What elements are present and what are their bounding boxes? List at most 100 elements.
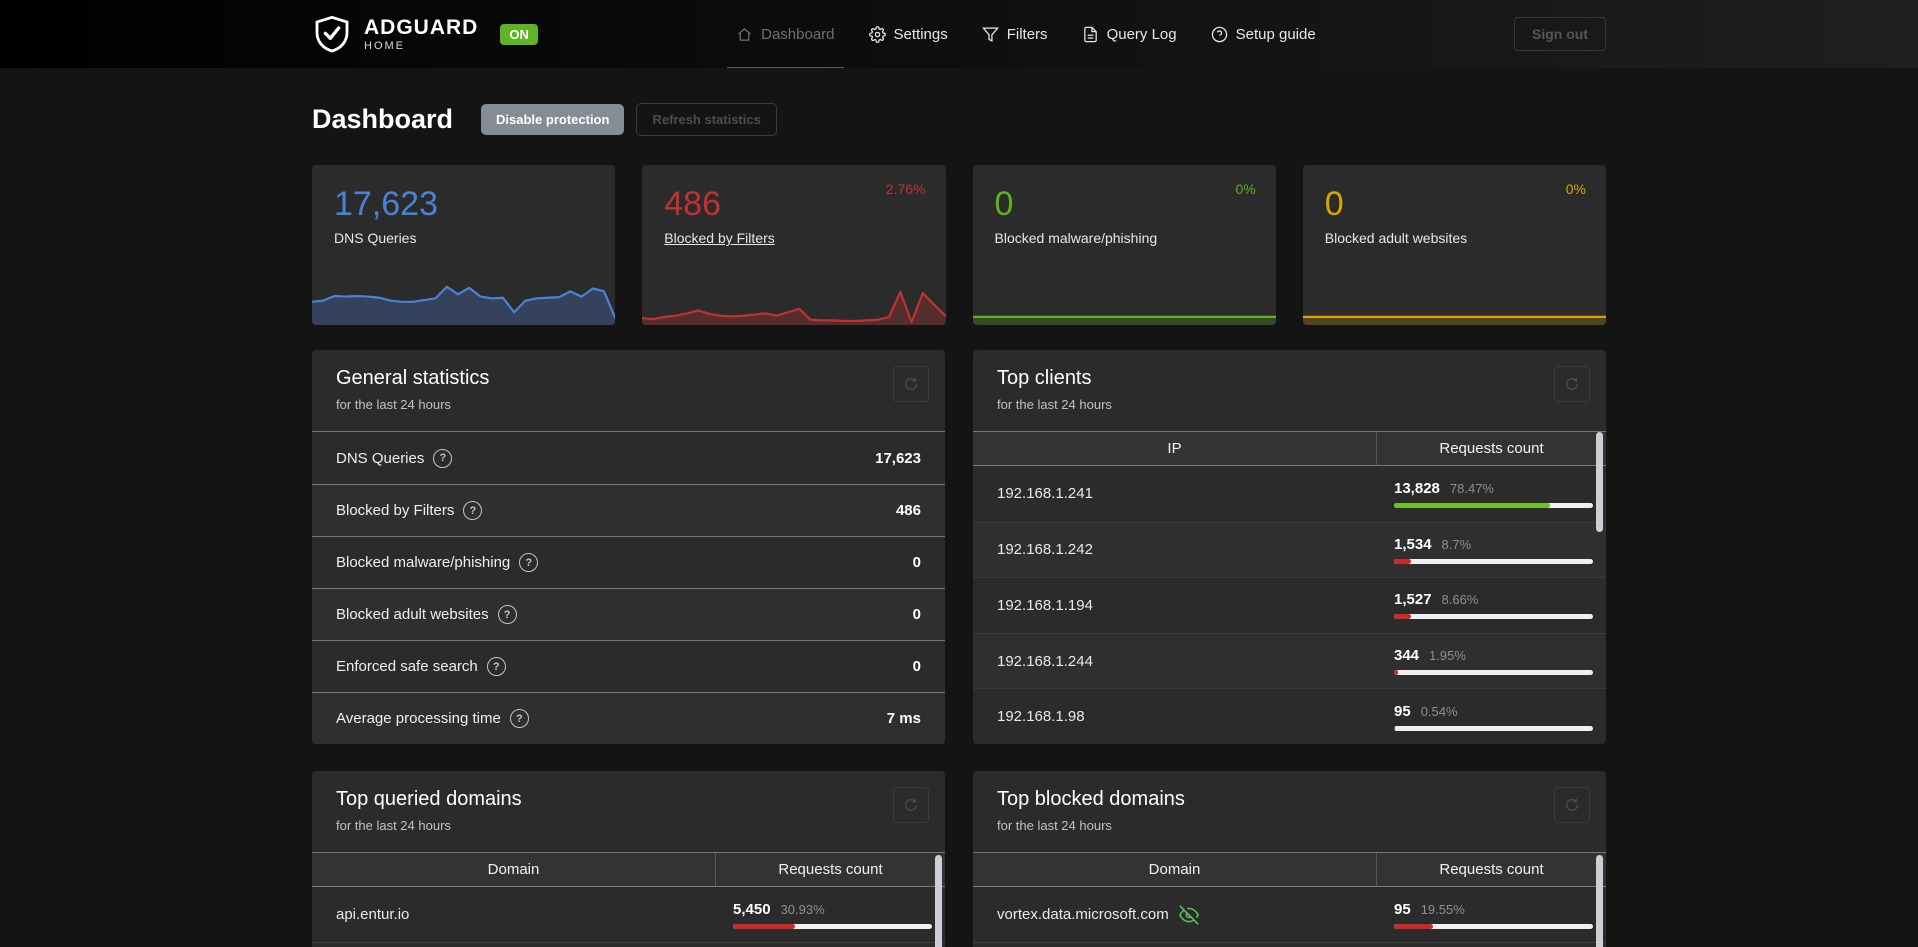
progress-bar	[1394, 614, 1593, 620]
panel-subtitle: for the last 24 hours	[336, 818, 451, 833]
column-header-ip: IP	[1167, 440, 1182, 457]
stat-row-value: 0	[912, 606, 921, 623]
nav-label: Setup guide	[1235, 25, 1316, 43]
dns-queries-sparkline	[312, 267, 616, 325]
refresh-button[interactable]	[893, 787, 929, 823]
progress-bar	[733, 923, 932, 929]
refresh-icon	[905, 377, 917, 390]
help-tooltip-icon[interactable]: ?	[463, 501, 483, 520]
middle-panels-row: General statistics for the last 24 hours…	[312, 350, 1606, 744]
stat-row-dns-queries: DNS Queries? 17,623	[312, 432, 945, 484]
panel-header: General statistics for the last 24 hours	[312, 350, 945, 432]
table-row[interactable]: api.entur.io 5,450 30.93%	[312, 887, 945, 943]
brand: ADGUARD HOME ON	[312, 12, 538, 56]
stat-card-dns-queries: 17,623 DNS Queries	[312, 165, 616, 325]
stat-value: 0	[994, 185, 1014, 223]
request-percent: 8.7%	[1441, 536, 1472, 552]
table-row[interactable]: 192.168.1.98 95 0.54%	[973, 688, 1606, 744]
refresh-button[interactable]	[1554, 787, 1590, 823]
column-header-domain: Domain	[1148, 861, 1201, 878]
panel-header: Top clients for the last 24 hours	[973, 350, 1606, 432]
nav-item-filters[interactable]: Filters	[965, 0, 1065, 68]
stat-row-blocked-adult: Blocked adult websites? 0	[312, 588, 945, 640]
request-count: 344	[1394, 647, 1420, 665]
refresh-icon	[1566, 377, 1578, 390]
column-header-requests: Requests count	[715, 853, 945, 886]
blocked-adult-sparkline	[1302, 267, 1606, 325]
gear-icon	[868, 25, 886, 43]
blocked-filters-sparkline	[642, 267, 946, 325]
stat-value: 486	[664, 185, 721, 223]
refresh-statistics-button[interactable]: Refresh statistics	[636, 102, 777, 136]
panel-header: Top blocked domains for the last 24 hour…	[973, 771, 1606, 853]
help-tooltip-icon[interactable]: ?	[519, 553, 539, 572]
nav-item-settings[interactable]: Settings	[852, 0, 965, 68]
blocked-by-filters-link[interactable]: Blocked by Filters	[664, 230, 775, 247]
panel-scrollbar[interactable]	[1596, 432, 1603, 532]
refresh-button[interactable]	[1554, 366, 1590, 402]
top-blocked-table: vortex.data.microsoft.com 95 19.55%	[973, 887, 1606, 943]
client-ip[interactable]: 192.168.1.241	[997, 485, 1093, 503]
bottom-panels-row: Top queried domains for the last 24 hour…	[312, 771, 1606, 947]
table-row[interactable]: 192.168.1.242 1,534 8.7%	[973, 521, 1606, 578]
refresh-button[interactable]	[893, 366, 929, 402]
top-clients-table: 192.168.1.241 13,828 78.47% 192.168.1.242…	[973, 466, 1606, 744]
client-ip[interactable]: 192.168.1.242	[997, 541, 1093, 559]
refresh-icon	[905, 798, 917, 811]
protection-status-badge: ON	[500, 23, 538, 45]
panel-title: General statistics	[336, 367, 490, 389]
progress-bar	[1394, 558, 1593, 564]
stat-row-label: Enforced safe search	[336, 658, 478, 675]
column-header-requests: Requests count	[1376, 432, 1606, 465]
stat-percent: 2.76%	[885, 181, 926, 197]
stat-label: Blocked adult websites	[1324, 230, 1468, 247]
nav-label: Filters	[1006, 25, 1048, 43]
general-statistics-panel: General statistics for the last 24 hours…	[312, 350, 945, 744]
table-row[interactable]: 192.168.1.194 1,527 8.66%	[973, 577, 1606, 633]
eye-off-icon[interactable]	[1178, 904, 1199, 925]
stat-row-label: DNS Queries	[336, 449, 425, 467]
top-queried-table: api.entur.io 5,450 30.93%	[312, 887, 945, 943]
panel-scrollbar[interactable]	[935, 855, 942, 947]
sign-out-button[interactable]: Sign out	[1514, 17, 1606, 51]
request-percent: 0.54%	[1420, 703, 1458, 719]
request-count: 5,450	[733, 900, 771, 918]
domain-name[interactable]: vortex.data.microsoft.com	[997, 906, 1169, 923]
help-tooltip-icon[interactable]: ?	[433, 448, 453, 468]
main-nav: Dashboard Settings Filters Query Log	[538, 0, 1514, 68]
stat-card-blocked-filters: 2.76% 486 Blocked by Filters	[642, 165, 946, 325]
panel-title: Top clients	[997, 367, 1092, 389]
stat-cards-row: 17,623 DNS Queries 2.76% 486 Blocked by …	[312, 165, 1606, 325]
panel-subtitle: for the last 24 hours	[997, 397, 1112, 412]
help-circle-icon	[1211, 26, 1228, 43]
client-ip[interactable]: 192.168.1.194	[997, 596, 1093, 614]
help-tooltip-icon[interactable]: ?	[509, 709, 529, 728]
nav-item-query-log[interactable]: Query Log	[1065, 0, 1194, 68]
table-row[interactable]: vortex.data.microsoft.com 95 19.55%	[973, 887, 1606, 943]
domain-name[interactable]: api.entur.io	[336, 906, 410, 923]
request-percent: 78.47%	[1449, 480, 1494, 496]
table-row[interactable]: 192.168.1.241 13,828 78.47%	[973, 466, 1606, 522]
progress-bar	[1394, 502, 1593, 508]
brand-subtitle: HOME	[364, 39, 405, 52]
panel-title: Top blocked domains	[997, 788, 1185, 810]
panel-scrollbar[interactable]	[1596, 855, 1603, 947]
client-ip[interactable]: 192.168.1.244	[997, 652, 1093, 670]
table-row[interactable]: 192.168.1.244 344 1.95%	[973, 632, 1606, 689]
stat-label: DNS Queries	[334, 230, 417, 247]
nav-label: Dashboard	[761, 25, 835, 43]
stat-row-value: 7 ms	[886, 710, 921, 727]
stat-percent: 0%	[1565, 181, 1586, 197]
nav-label: Settings	[893, 25, 948, 43]
client-ip[interactable]: 192.168.1.98	[997, 708, 1085, 726]
page-head: Dashboard Disable protection Refresh sta…	[312, 99, 1606, 139]
home-icon	[736, 26, 753, 43]
help-tooltip-icon[interactable]: ?	[486, 657, 506, 676]
nav-item-setup-guide[interactable]: Setup guide	[1194, 0, 1333, 68]
disable-protection-button[interactable]: Disable protection	[481, 103, 625, 135]
stat-card-blocked-adult: 0% 0 Blocked adult websites	[1302, 165, 1606, 325]
nav-item-dashboard[interactable]: Dashboard	[719, 0, 851, 68]
help-tooltip-icon[interactable]: ?	[497, 605, 517, 624]
progress-bar	[1394, 725, 1593, 731]
stat-row-value: 0	[912, 658, 921, 675]
